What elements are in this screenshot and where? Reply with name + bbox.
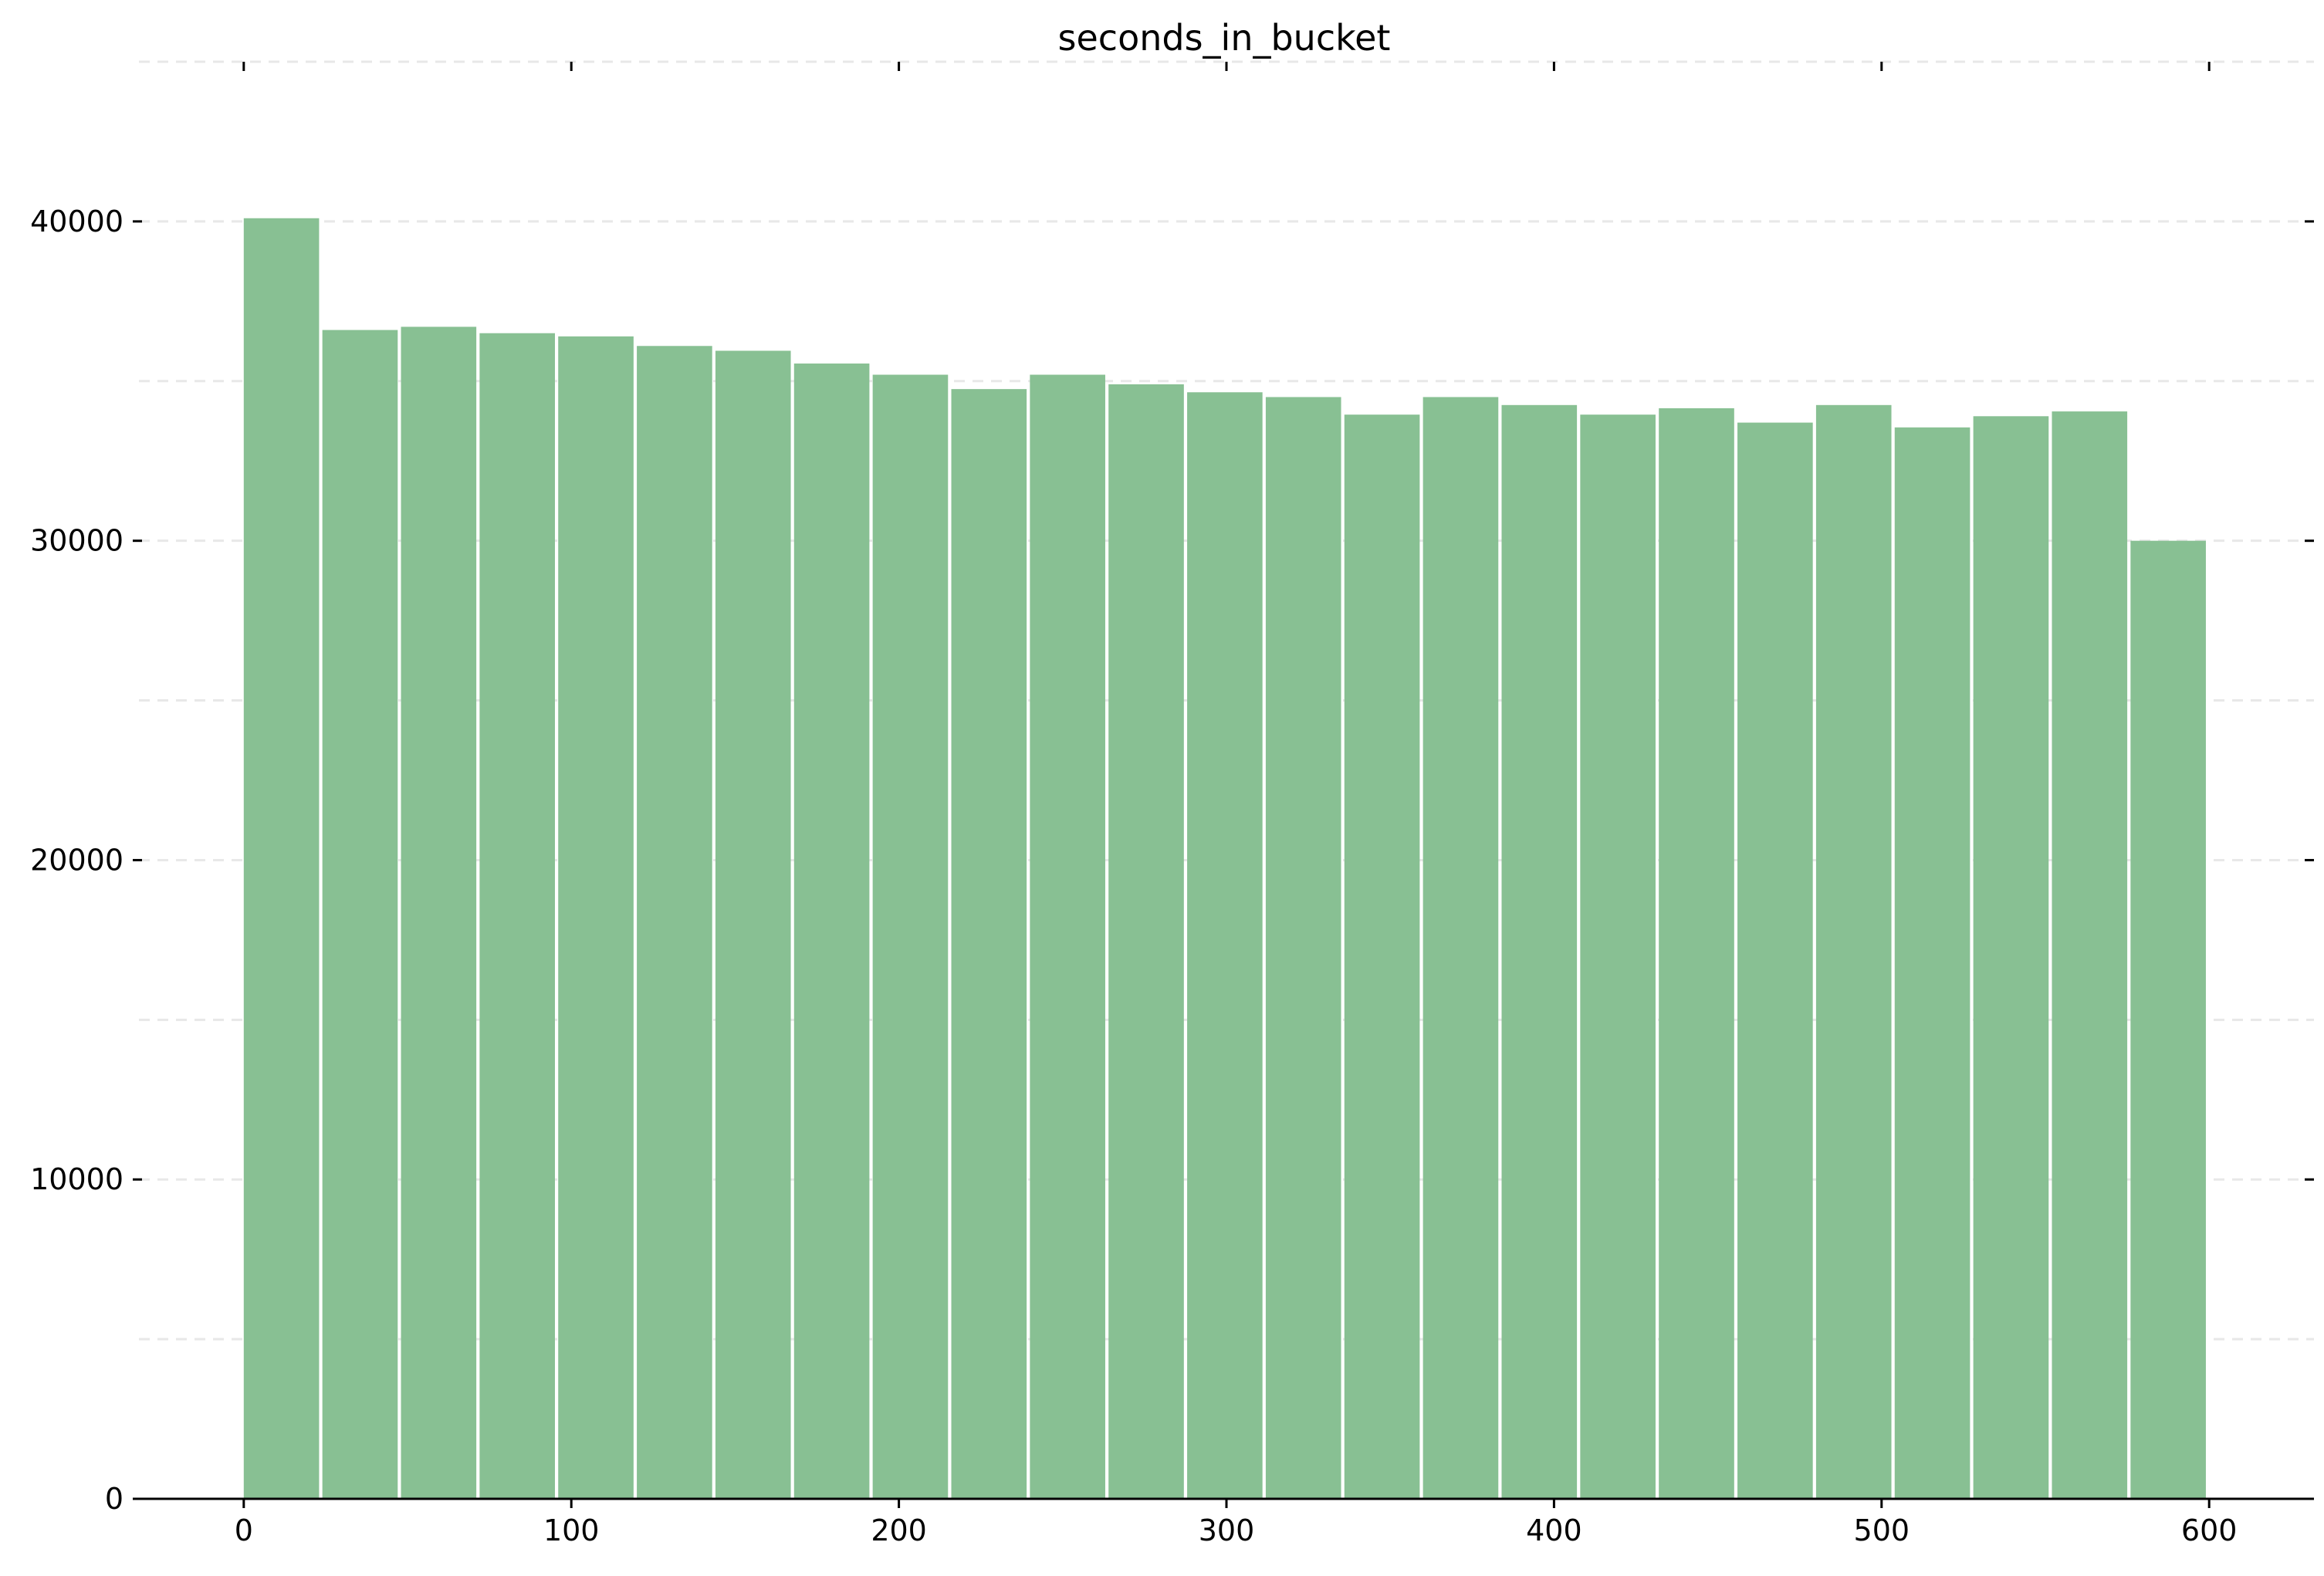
- histogram-bar: [637, 346, 712, 1499]
- x-tick-label: 300: [1199, 1513, 1255, 1547]
- histogram-bar: [1030, 374, 1105, 1500]
- histogram-bar: [1659, 408, 1734, 1499]
- bars-group: [243, 218, 2206, 1500]
- histogram-bar: [558, 336, 634, 1499]
- histogram-bar: [1815, 404, 1892, 1500]
- histogram-bar: [1344, 414, 1420, 1500]
- histogram-bar: [1187, 392, 1263, 1499]
- histogram-bar: [2130, 540, 2206, 1499]
- histogram-bar: [951, 389, 1027, 1500]
- histogram-bar: [715, 350, 791, 1500]
- x-tick-label: 600: [2181, 1513, 2238, 1547]
- y-tick-label: 10000: [30, 1162, 123, 1196]
- x-tick-label: 0: [235, 1513, 253, 1547]
- histogram-bar: [1501, 404, 1578, 1500]
- y-axis-ticks: 0 10000 20000 30000 40000: [30, 205, 2314, 1516]
- x-axis-ticks: 0 100 200 300 400 500 600: [235, 62, 2238, 1547]
- histogram-bar: [243, 218, 320, 1499]
- histogram-bar: [1973, 416, 2049, 1499]
- histogram-bar: [793, 364, 870, 1499]
- x-tick-label: 500: [1854, 1513, 1910, 1547]
- histogram-bar: [1422, 397, 1499, 1499]
- histogram-bar: [2052, 411, 2128, 1499]
- histogram-bar: [1265, 397, 1341, 1499]
- y-tick-label: 0: [105, 1482, 123, 1516]
- histogram-bar: [479, 333, 555, 1499]
- x-tick-label: 400: [1526, 1513, 1582, 1547]
- histogram-bar: [1737, 422, 1813, 1500]
- x-tick-label: 100: [543, 1513, 600, 1547]
- y-tick-label: 30000: [30, 524, 123, 558]
- histogram-bar: [322, 330, 398, 1499]
- histogram-bar: [401, 326, 477, 1499]
- chart-title: seconds_in_bucket: [1058, 17, 1391, 59]
- histogram-bar: [1894, 427, 1970, 1499]
- y-tick-label: 40000: [30, 205, 123, 238]
- histogram-bar: [1108, 384, 1184, 1500]
- histogram-bar: [872, 374, 949, 1500]
- histogram-bar: [1580, 414, 1656, 1500]
- y-tick-label: 20000: [30, 843, 123, 877]
- x-tick-label: 200: [871, 1513, 927, 1547]
